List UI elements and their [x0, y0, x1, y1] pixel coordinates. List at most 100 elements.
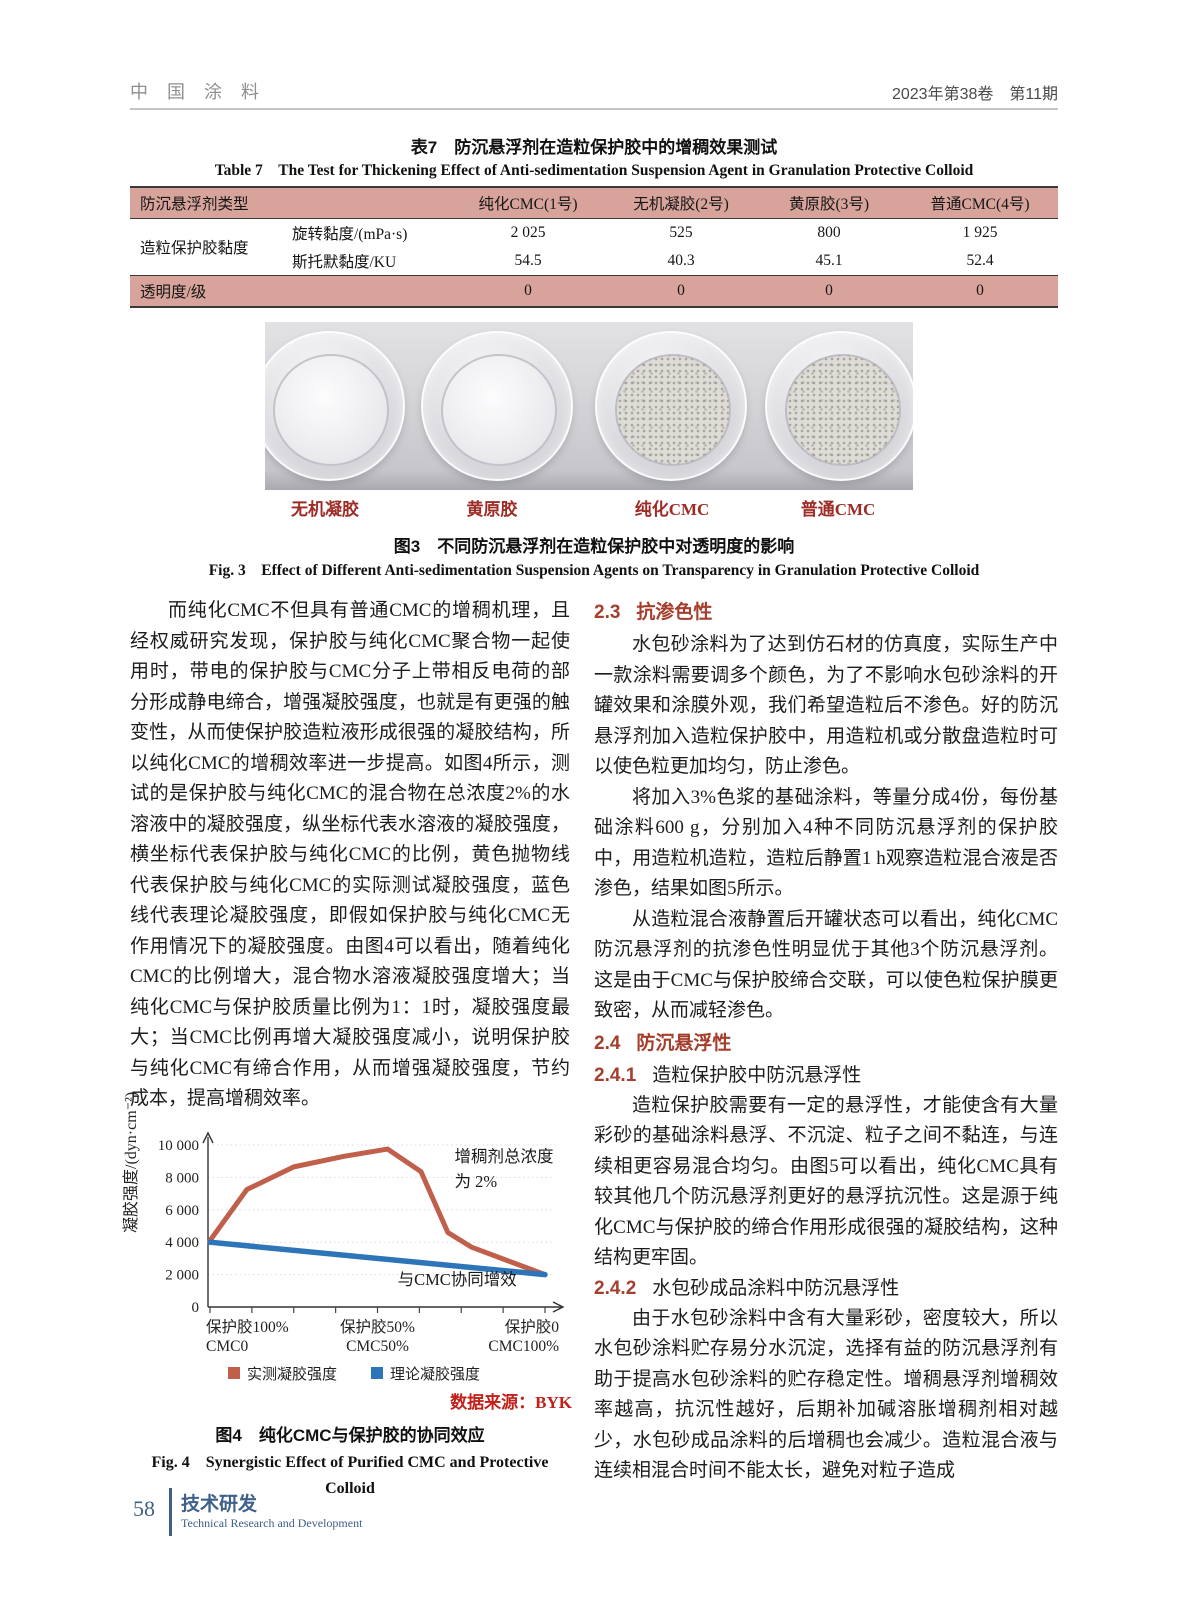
y-tick-label: 4 000: [165, 1235, 199, 1251]
legend-swatch: [227, 1367, 240, 1379]
cell: 0: [756, 275, 903, 308]
figure4-chart: 0 2 000 4 000 6 000 8 000 10 000 保护胶100% CMC0 保护…: [123, 1091, 578, 1413]
cell: 525: [669, 224, 693, 241]
subsection-heading-2-4-2: 2.4.2 水包砂成品涂料中防沉悬浮性: [594, 1274, 1058, 1304]
issue-info: 2023年第38卷 第11期: [891, 86, 1058, 103]
right-column: 2.3 抗渗色性 水包砂涂料为了达到仿石材的仿真度，实际生产中一款涂料需要调多个颜…: [594, 596, 1058, 1487]
cell: 45.1: [815, 252, 843, 269]
cell: 800: [817, 224, 841, 241]
x-axis-label: 保护胶0: [505, 1318, 560, 1336]
table-header-row: 防沉悬浮剂类型 纯化CMC(1号) 无机凝胶(2号) 黄原胶(3号) 普通CMC…: [130, 186, 1059, 219]
col-header: 无机凝胶(2号): [606, 186, 757, 219]
sample-label: 黄原胶: [466, 500, 518, 519]
subsection-title: 水包砂成品涂料中防沉悬浮性: [652, 1277, 900, 1299]
synergy-line-chart: 0 2 000 4 000 6 000 8 000 10 000 保护胶100% CMC0 保护…: [158, 1130, 565, 1355]
subsection-heading-2-4-1: 2.4.1 造粒保护胶中防沉悬浮性: [594, 1061, 1058, 1091]
x-axis-label: CMC50%: [346, 1338, 409, 1355]
table-row: 斯托默黏度/KU 54.5 40.3 45.1 52.4: [130, 247, 1058, 276]
col-header: 纯化CMC(1号): [450, 186, 607, 219]
cell: 0: [450, 275, 607, 308]
body-paragraph: 造粒保护胶需要有一定的悬浮性，才能使含有大量彩砂的基础涂料悬浮、不沉淀、粒子之间…: [594, 1094, 1058, 1269]
body-paragraph: 从造粒混合液静置后开罐状态可以看出，纯化CMC防沉悬浮剂的抗渗色性明显优于其他3…: [594, 908, 1058, 1022]
figure3-sample-labels: 无机凝胶 黄原胶 纯化CMC 普通CMC: [265, 495, 913, 519]
x-axis-label: 保护胶100%: [206, 1318, 289, 1336]
row-label: 透明度/级: [130, 275, 451, 308]
section-heading-2-3: 2.3 抗渗色性: [594, 598, 1058, 628]
y-tick-label: 8 000: [165, 1170, 199, 1186]
figure4-caption-en: Fig. 4 Synergistic Effect of Purified CM…: [151, 1453, 549, 1497]
running-head: 中 国 涂 料 2023年第38卷 第11期: [130, 76, 1058, 110]
cell: 54.5: [514, 252, 542, 269]
sample-label: 无机凝胶: [291, 500, 359, 519]
x-axis-label: CMC100%: [488, 1338, 559, 1355]
row-label: 斯托默黏度/KU: [292, 254, 397, 271]
chart-annotation: 增稠剂总浓度: [455, 1147, 554, 1166]
page-number: 58: [133, 1496, 155, 1521]
cell: 0: [606, 275, 757, 308]
left-column: 而纯化CMC不但具有普通CMC的增稠机理，且经权威研究发现，保护胶与纯化CMC聚…: [123, 596, 572, 1502]
sample-label: 普通CMC: [800, 500, 876, 519]
col-header: 黄原胶(3号): [756, 186, 903, 219]
chart-annotation: 为 2%: [455, 1172, 498, 1191]
subsection-number: 2.4.1: [594, 1064, 637, 1086]
table7-title-en: Table 7 The Test for Thickening Effect o…: [214, 162, 974, 179]
figure3-caption-en: Fig. 3 Effect of Different Anti-sediment…: [208, 562, 980, 579]
y-axis-arrow: [202, 1130, 214, 1143]
body-paragraph: 将加入3%色浆的基础涂料，等量分成4份，每份基础涂料600 g，分别加入4种不同…: [594, 786, 1058, 900]
subsection-title: 造粒保护胶中防沉悬浮性: [652, 1064, 862, 1086]
sample-label: 纯化CMC: [634, 500, 710, 519]
y-tick-label: 2 000: [165, 1267, 199, 1283]
chart-y-axis-label: 凝胶强度/(dyn·cm⁻²): [123, 1091, 140, 1233]
row-label: 旋转黏度/(mPa·s): [292, 226, 408, 243]
x-axis-label: 保护胶50%: [340, 1318, 415, 1336]
y-tick-label: 0: [192, 1300, 200, 1316]
legend-item: 实测凝胶强度: [227, 1363, 337, 1384]
x-axis-arrow: [552, 1300, 565, 1313]
cell: 52.4: [966, 252, 994, 269]
section-title: 防沉悬浮性: [636, 1032, 732, 1054]
row-group-label: 造粒保护胶黏度: [140, 240, 249, 257]
series-实测凝胶强度: [207, 1146, 548, 1277]
table7-title-zh: 表7 防沉悬浮剂在造粒保护胶中的增稠效果测试: [410, 138, 778, 157]
section-number: 2.4: [594, 1032, 621, 1054]
body-paragraph: 水包砂涂料为了达到仿石材的仿真度，实际生产中一款涂料需要调多个颜色，为了不影响水…: [594, 634, 1058, 777]
chart-data-source: 数据来源：BYK: [450, 1392, 572, 1412]
figure3-photo: [265, 322, 913, 490]
sample-cup: [265, 331, 405, 481]
cell: 0: [902, 275, 1059, 308]
y-tick-label: 10 000: [158, 1138, 199, 1154]
col-header: 普通CMC(4号): [902, 186, 1059, 219]
cell: 2 025: [510, 224, 546, 241]
footer-section-en: Technical Research and Development: [181, 1516, 363, 1530]
section-heading-2-4: 2.4 防沉悬浮性: [594, 1029, 1058, 1059]
legend-label: 理论凝胶强度: [390, 1366, 481, 1383]
body-paragraph: 而纯化CMC不但具有普通CMC的增稠机理，且经权威研究发现，保护胶与纯化CMC聚…: [130, 600, 570, 1109]
cell: 40.3: [667, 252, 695, 269]
sample-cup: [765, 331, 913, 481]
y-tick-label: 6 000: [165, 1202, 199, 1218]
section-title: 抗渗色性: [636, 602, 713, 623]
legend-label: 实测凝胶强度: [246, 1366, 337, 1383]
legend-item: 理论凝胶强度: [371, 1363, 480, 1384]
journal-name: 中 国 涂 料: [130, 82, 267, 102]
table7: 防沉悬浮剂类型 纯化CMC(1号) 无机凝胶(2号) 黄原胶(3号) 普通CMC…: [130, 186, 1059, 308]
cell: 1 925: [962, 224, 998, 241]
sample-cup: [595, 331, 747, 481]
table-row: 透明度/级 0 0 0 0: [130, 275, 1059, 308]
sample-cup: [421, 331, 573, 481]
figure3-caption-zh: 图3 不同防沉悬浮剂在造粒保护胶中对透明度的影响: [393, 537, 795, 556]
chart-annotation: 与CMC协同增效: [398, 1270, 517, 1289]
table-row: 造粒保护胶黏度 旋转黏度/(mPa·s) 2 025 525 800 1 925: [130, 219, 1058, 257]
body-paragraph: 由于水包砂涂料中含有大量彩砂，密度较大，所以水包砂涂料贮存易分水沉淀，选择有益的…: [594, 1307, 1058, 1482]
footer-section-zh: 技术研发: [181, 1494, 258, 1515]
x-axis-label: CMC0: [206, 1338, 248, 1355]
section-number: 2.3: [594, 602, 621, 623]
figure4-caption-zh: 图4 纯化CMC与保护胶的协同效应: [215, 1425, 485, 1445]
subsection-number: 2.4.2: [594, 1277, 637, 1299]
legend-swatch: [371, 1367, 383, 1379]
chart-legend: 实测凝胶强度 理论凝胶强度: [130, 1363, 578, 1384]
series-理论凝胶强度: [207, 1238, 548, 1277]
col-header: 防沉悬浮剂类型: [130, 186, 451, 219]
footer-divider: [169, 1488, 172, 1536]
